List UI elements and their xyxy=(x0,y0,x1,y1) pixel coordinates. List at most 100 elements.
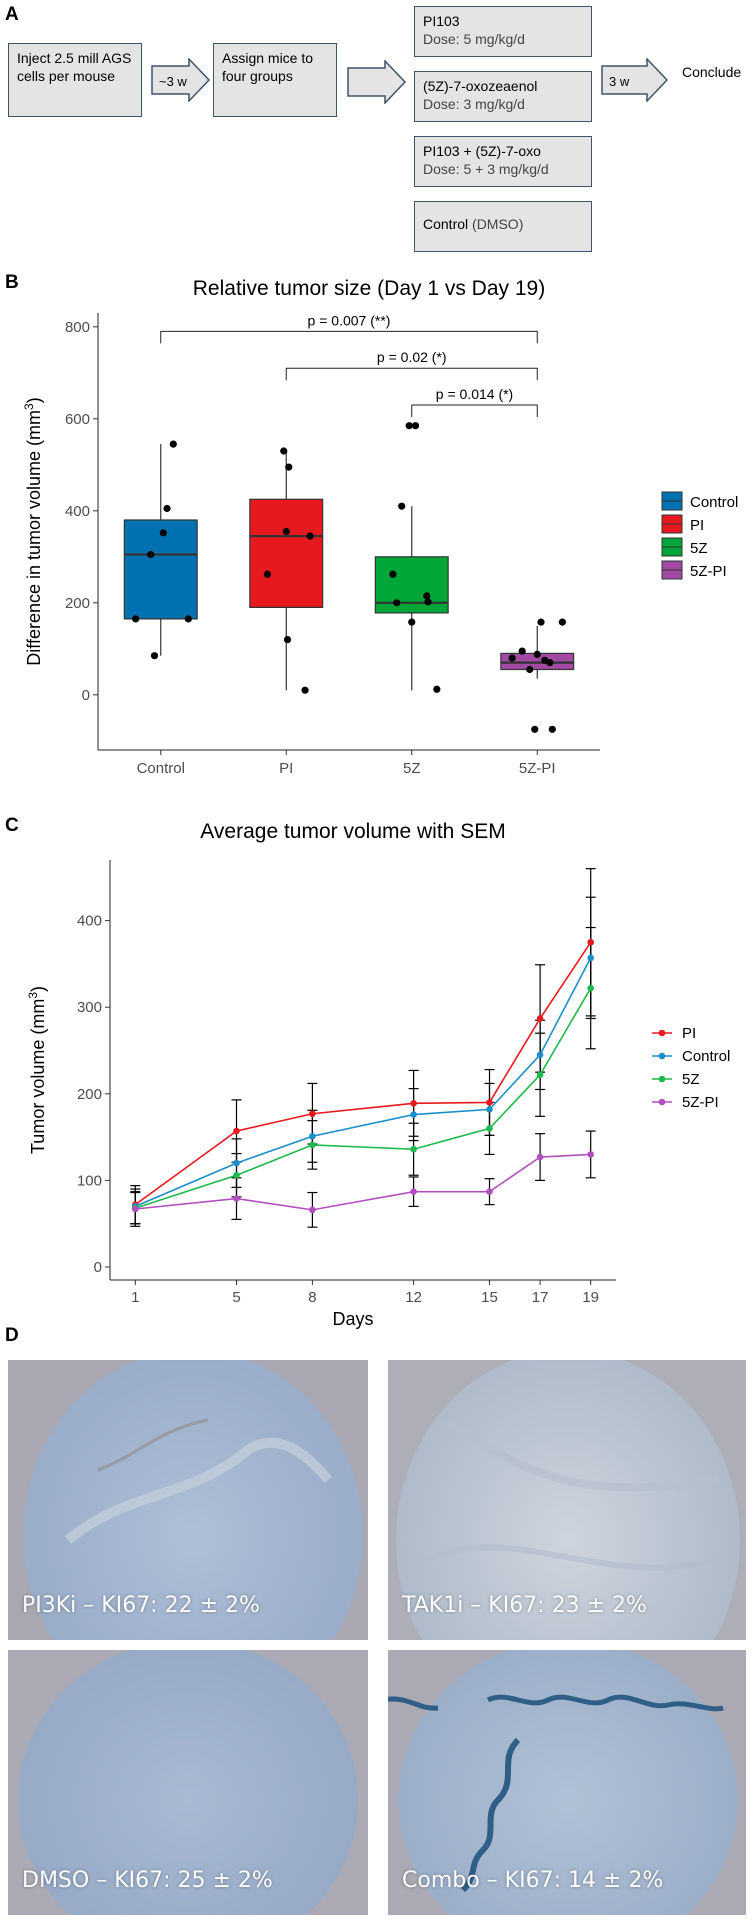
data-point xyxy=(393,599,401,607)
legend-key-point xyxy=(658,1052,666,1060)
conclude-label: Conclude xyxy=(682,64,742,80)
series-point xyxy=(486,1099,493,1106)
data-point xyxy=(306,532,314,540)
significance-bracket xyxy=(411,404,538,417)
group-name-pi103: PI103 xyxy=(423,13,460,29)
inject-box: Inject 2.5 mill AGS cells per mouse xyxy=(8,43,142,117)
series-point xyxy=(486,1106,493,1113)
significance-label: p = 0.007 (**) xyxy=(308,312,391,328)
series-point xyxy=(410,1111,417,1118)
series-point xyxy=(536,1015,544,1022)
series-point xyxy=(309,1206,316,1214)
x-axis-label: Days xyxy=(332,1309,373,1329)
y-axis-label: Difference in tumor volume (mm3) xyxy=(22,397,44,665)
y-tick-label: 200 xyxy=(65,595,90,612)
legend-label: 5Z-PI xyxy=(690,563,727,580)
assign-box: Assign mice to four groups xyxy=(213,43,337,117)
data-point xyxy=(263,570,272,578)
micrograph-label-dmso: DMSO – KI67: 25 ± 2% xyxy=(22,1868,273,1893)
data-point xyxy=(285,463,293,471)
group-name-combo: PI103 + (5Z)-7-oxo xyxy=(423,143,541,159)
significance-label: p = 0.014 (*) xyxy=(436,386,513,402)
data-point xyxy=(150,652,159,660)
group-name-control: Control xyxy=(423,216,469,232)
group-suffix-control: (DMSO) xyxy=(472,216,524,232)
data-point xyxy=(184,615,192,623)
box-pi xyxy=(249,498,324,609)
box-5z xyxy=(374,556,449,614)
x-tick-label: 1 xyxy=(131,1289,139,1306)
data-point xyxy=(531,725,539,733)
data-point xyxy=(163,504,171,513)
box-plot-chart: Relative tumor size (Day 1 vs Day 19) 0 20… xyxy=(22,277,738,775)
legend-label: 5Z-PI xyxy=(682,1094,719,1111)
legend-label: Control xyxy=(690,494,738,511)
legend-label: PI xyxy=(682,1025,696,1042)
series-point xyxy=(233,1171,240,1179)
series-point xyxy=(233,1159,240,1167)
series-point xyxy=(587,938,594,946)
y-tick-label: 400 xyxy=(65,503,90,520)
series-point xyxy=(410,1145,417,1153)
series-point xyxy=(233,1195,240,1202)
box-control xyxy=(123,519,198,620)
data-point xyxy=(132,615,140,623)
series-point xyxy=(309,1141,316,1149)
x-tick-label: 12 xyxy=(405,1289,422,1306)
data-point xyxy=(280,447,288,455)
wait2-label: 3 w xyxy=(609,74,630,89)
series-point xyxy=(536,1051,544,1059)
x-tick-label: 5Z xyxy=(403,760,421,775)
series-point xyxy=(587,1151,594,1158)
x-tick-label: 5 xyxy=(232,1289,240,1306)
y-tick-label: 600 xyxy=(65,411,90,428)
wait1-label: ~3 w xyxy=(159,74,187,89)
group-box-control: Control (DMSO) xyxy=(414,201,592,252)
group-name-5z: (5Z)-7-oxozeaenol xyxy=(423,78,538,94)
data-point xyxy=(301,686,309,694)
tissue-image-combo xyxy=(388,1650,746,1915)
data-point xyxy=(405,422,413,430)
data-point xyxy=(558,618,566,626)
micrograph-label-tak1i: TAK1i – KI67: 23 ± 2% xyxy=(402,1593,647,1618)
line-chart: Average tumor volume with SEM 0 100 200 300 4… xyxy=(26,820,730,1329)
micrograph-combo: Combo – KI67: 14 ± 2% xyxy=(388,1650,746,1915)
series-point xyxy=(309,1132,316,1140)
series-point xyxy=(536,1071,544,1079)
group-dose-5z: Dose: 3 mg/kg/d xyxy=(423,96,525,112)
tissue-image-pi3ki xyxy=(8,1360,368,1640)
data-point xyxy=(389,570,397,578)
data-point xyxy=(518,647,526,655)
series-point xyxy=(486,1125,493,1132)
series-line-5z-pi xyxy=(135,1153,591,1211)
y-tick-label: 300 xyxy=(77,999,102,1016)
x-tick-label: Control xyxy=(137,760,185,775)
legend-label: Control xyxy=(682,1048,730,1065)
data-point xyxy=(408,618,416,626)
y-tick-label: 800 xyxy=(65,319,90,336)
x-tick-label: 5Z-PI xyxy=(519,760,556,775)
arrow-1: ~3 w xyxy=(151,58,211,102)
data-point xyxy=(537,618,545,626)
series-point xyxy=(410,1100,417,1107)
data-point xyxy=(147,550,155,559)
data-point xyxy=(398,502,406,510)
inject-text: Inject 2.5 mill AGS cells per mouse xyxy=(17,50,132,84)
data-point xyxy=(433,685,441,693)
series-point xyxy=(486,1188,493,1195)
data-point xyxy=(423,592,431,600)
micrograph-label-pi3ki: PI3Ki – KI67: 22 ± 2% xyxy=(22,1593,260,1618)
data-point xyxy=(546,659,554,667)
tissue-image-tak1i xyxy=(388,1360,746,1640)
group-box-combo: PI103 + (5Z)-7-oxo Dose: 5 + 3 mg/kg/d xyxy=(414,136,592,187)
legend-key-point xyxy=(658,1098,666,1106)
y-tick-label: 0 xyxy=(94,1259,102,1276)
group-box-5z: (5Z)-7-oxozeaenol Dose: 3 mg/kg/d xyxy=(414,71,592,122)
legend-key-point xyxy=(658,1075,666,1083)
series-point xyxy=(309,1110,316,1118)
legend-label: 5Z xyxy=(682,1071,700,1088)
y-tick-label: 200 xyxy=(77,1086,102,1103)
series-point xyxy=(587,954,594,962)
series-point xyxy=(132,1205,139,1213)
x-tick-label: 19 xyxy=(582,1289,599,1306)
